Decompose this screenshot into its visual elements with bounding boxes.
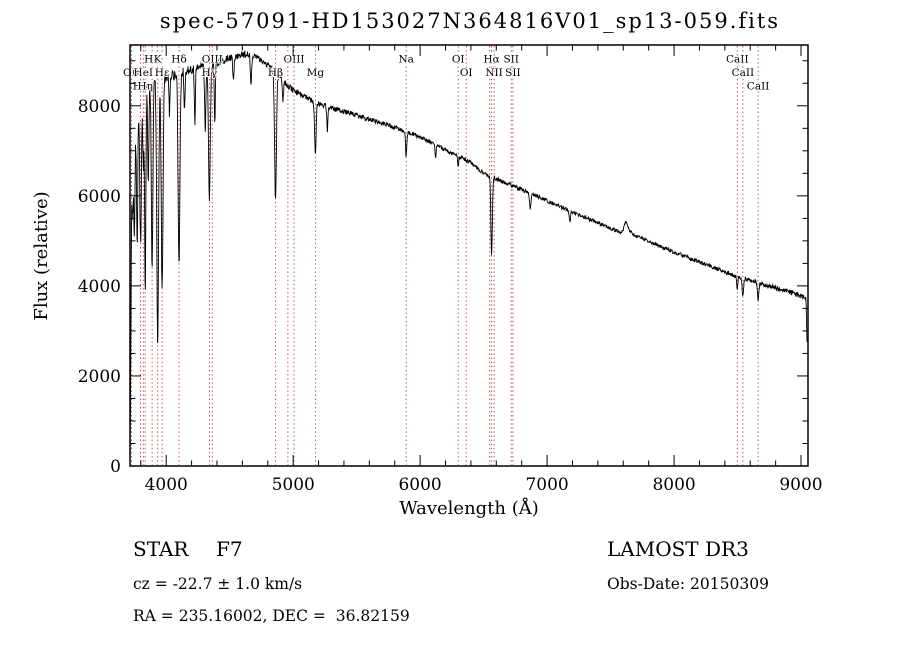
y-tick-label: 0 [110,457,121,477]
spectral-line-label: Hα [483,54,499,66]
spectral-line-label: K [154,54,162,66]
spectral-line-label: NII [485,67,502,79]
spectral-line-label: SII [503,54,519,66]
classification-label: STAR [133,537,189,561]
spectral-line-label: Hγ [202,67,217,79]
spectral-line-label: Hη [137,81,152,93]
y-tick-label: 8000 [78,97,121,117]
spectral-line-label: Na [398,54,413,66]
y-tick-label: 4000 [78,277,121,297]
x-tick-label: 5000 [272,475,315,495]
plot-frame [129,44,809,467]
spectrum-layer [130,49,808,452]
spectral-line-label: OII [123,67,140,79]
obs-date-label: Obs-Date: 20150309 [607,575,769,593]
ra-dec-value: RA = 235.16002, DEC = 36.82159 [133,607,410,625]
x-tick-label: 4000 [145,475,188,495]
survey-label: LAMOST DR3 [607,537,749,561]
spectral-line-label: OIII [283,54,304,66]
spectral-line-label: CaII [726,54,749,66]
spectral-line-label: CaII [747,81,770,93]
spectrum-curve [130,49,808,452]
y-tick-label: 2000 [78,367,121,387]
axes-layer: 4000 5000 6000 7000 8000 9000 0 2000 4000 6000 800… [78,44,823,495]
spectral-line-label: HeI [134,67,154,79]
spectral-line-label: H8 [144,54,160,66]
spectral-line-label: SII [505,67,521,79]
spectral-line-label: OI [452,54,465,66]
y-tick-label: 6000 [78,187,121,207]
x-tick-label: 6000 [398,475,441,495]
subclass-label: F7 [216,537,243,561]
spectral-line-label: CaII [732,67,755,79]
spectral-line-label: Hε [155,67,170,79]
x-tick-label: 9000 [779,475,822,495]
y-axis-label: Flux (relative) [31,191,52,320]
plot-title: spec-57091-HD153027N364816V01_sp13-059.f… [160,9,780,33]
spectral-line-label: Mg [307,67,325,79]
spectral-line-label: Hθ [133,81,148,93]
spectral-line-label: Hδ [171,54,186,66]
spectral-marker-lines-layer [131,46,759,465]
cz-value: cz = -22.7 ± 1.0 km/s [133,575,302,593]
spectral-line-label: Hβ [268,67,283,79]
x-tick-label: 7000 [525,475,568,495]
x-axis-label: Wavelength (Å) [399,497,539,519]
spectral-line-label: OIII [202,54,223,66]
spectral-line-label: OI [460,67,473,79]
x-tick-label: 8000 [652,475,695,495]
